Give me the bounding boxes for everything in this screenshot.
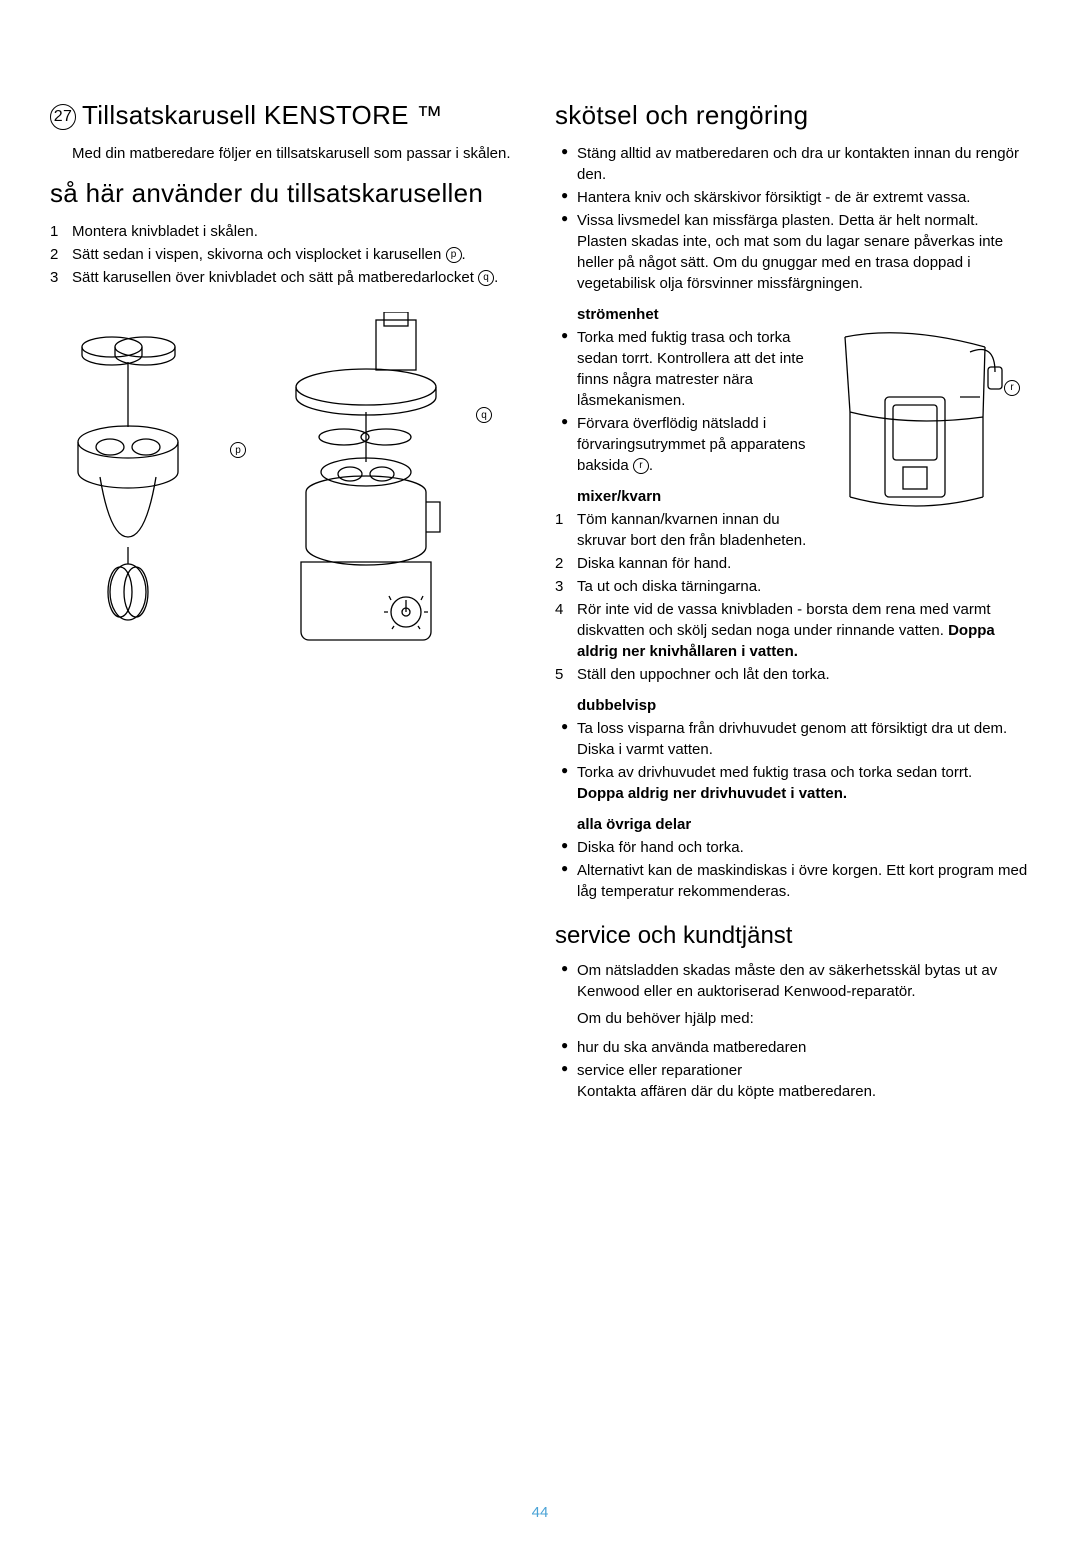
sec1-bullet-1: Torka med fuktig trasa och torka sedan t… — [555, 327, 835, 411]
sec1-bullets: Torka med fuktig trasa och torka sedan t… — [555, 327, 835, 476]
figure-q: q — [266, 312, 492, 682]
page-number: 44 — [0, 1504, 1080, 1521]
left-h1-text: Tillsatskarusell KENSTORE ™ — [82, 100, 443, 130]
intro-bullet-1: Stäng alltid av matberedaren och dra ur … — [555, 143, 1030, 185]
sec3-bullet-2: Torka av drivhuvudet med fuktig trasa oc… — [555, 762, 1030, 804]
left-heading-1: 27Tillsatskarusell KENSTORE ™ — [50, 100, 525, 131]
fig-r-label: r — [1004, 380, 1020, 396]
service-bullets-2: hur du ska använda matberedaren service … — [555, 1037, 1030, 1102]
sec4-heading: alla övriga delar — [577, 816, 1030, 833]
sec1-heading: strömenhet — [577, 306, 1030, 323]
sec3-bullet-1: Ta loss visparna från drivhuvudet genom … — [555, 718, 1030, 760]
right-intro-bullets: Stäng alltid av matberedaren och dra ur … — [555, 143, 1030, 294]
intro-bullet-2: Hantera kniv och skärskivor försiktigt -… — [555, 187, 1030, 208]
service-bullets-1: Om nätsladden skadas måste den av säkerh… — [555, 960, 1030, 1002]
page: 27Tillsatskarusell KENSTORE ™ Med din ma… — [0, 0, 1080, 1148]
sec2-step-2: Diska kannan för hand. — [555, 553, 1030, 574]
ref-q-icon: q — [478, 270, 494, 286]
processor-q-illustration — [266, 312, 476, 682]
sec4-bullet-2: Alternativt kan de maskindiskas i övre k… — [555, 860, 1030, 902]
fig-p-label: p — [230, 442, 246, 458]
cord-storage-illustration — [830, 327, 1010, 527]
service-heading: service och kundtjänst — [555, 922, 1030, 950]
left-steps: Montera knivbladet i skålen. Sätt sedan … — [50, 221, 525, 288]
ref-p-icon: p — [446, 247, 462, 263]
right-heading-1: skötsel och rengöring — [555, 100, 1030, 131]
carousel-p-illustration — [50, 312, 230, 652]
step-2: Sätt sedan i vispen, skivorna och visplo… — [50, 244, 525, 265]
left-heading-2: så här använder du tillsatskarusellen — [50, 178, 525, 209]
svc-bullet-1: Om nätsladden skadas måste den av säkerh… — [555, 960, 1030, 1002]
sec1-bullet-2: Förvara överflödig nätsladd i förvarings… — [555, 413, 835, 476]
sec4-bullets: Diska för hand och torka. Alternativt ka… — [555, 837, 1030, 902]
svc-bullet-3: service eller reparationerKontakta affär… — [555, 1060, 1030, 1102]
sec2-step-5: Ställ den uppochner och låt den torka. — [555, 664, 1030, 685]
intro-bullet-3: Vissa livsmedel kan missfärga plasten. D… — [555, 210, 1030, 294]
fig-q-label: q — [476, 407, 492, 423]
left-figures: p — [50, 312, 525, 682]
sec3-heading: dubbelvisp — [577, 697, 1030, 714]
sec2-step-1: Töm kannan/kvarnen innan du skruvar bort… — [555, 509, 835, 551]
figure-r: r — [830, 327, 1030, 532]
right-column: skötsel och rengöring Stäng alltid av ma… — [555, 100, 1030, 1108]
sec3-bullets: Ta loss visparna från drivhuvudet genom … — [555, 718, 1030, 804]
left-intro: Med din matberedare följer en tillsatska… — [72, 143, 525, 164]
section-number-circle: 27 — [50, 104, 76, 130]
sec2-step-4: Rör inte vid de vassa knivbladen - borst… — [555, 599, 1030, 662]
figure-p: p — [50, 312, 246, 652]
step-3: Sätt karusellen över knivbladet och sätt… — [50, 267, 525, 288]
ref-r-icon: r — [633, 458, 649, 474]
sec2-steps: Töm kannan/kvarnen innan du skruvar bort… — [555, 509, 1030, 685]
step-1: Montera knivbladet i skålen. — [50, 221, 525, 242]
sec2-step-3: Ta ut och diska tärningarna. — [555, 576, 1030, 597]
sec4-bullet-1: Diska för hand och torka. — [555, 837, 1030, 858]
left-column: 27Tillsatskarusell KENSTORE ™ Med din ma… — [50, 100, 525, 1108]
svc-help-intro: Om du behöver hjälp med: — [577, 1008, 1030, 1029]
svc-bullet-2: hur du ska använda matberedaren — [555, 1037, 1030, 1058]
